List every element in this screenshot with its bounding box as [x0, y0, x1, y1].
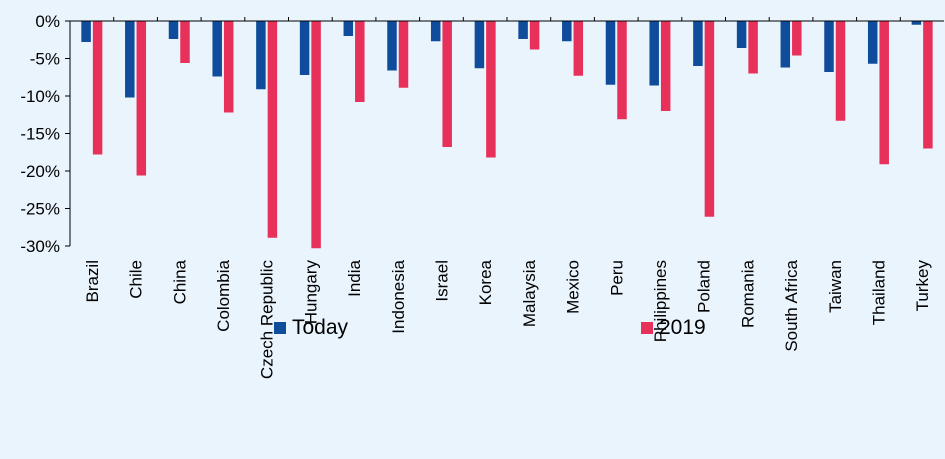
bar-2019-czech-republic: [267, 21, 278, 238]
bar-2019-turkey: [923, 21, 933, 149]
bar-2019-south-africa: [792, 21, 802, 56]
bar-today-israel: [430, 21, 441, 42]
category-label: Korea: [476, 259, 495, 305]
bar-today-india: [343, 21, 354, 36]
category-label: Romania: [738, 259, 757, 328]
y-tick-label: -20%: [20, 162, 60, 181]
bar-2019-colombia: [223, 21, 234, 113]
bar-today-taiwan: [824, 21, 834, 72]
bar-2019-hungary: [311, 21, 321, 249]
bar-today-thailand: [867, 21, 878, 64]
bar-2019-indonesia: [398, 21, 409, 88]
category-label: India: [345, 259, 364, 296]
y-tick-label: -25%: [20, 200, 60, 219]
category-label: Hungary: [301, 260, 320, 325]
bar-2019-taiwan: [835, 21, 846, 121]
bar-2019-peru: [617, 21, 627, 120]
category-label: Chile: [127, 260, 146, 299]
bar-today-indonesia: [387, 21, 397, 71]
bar-today-malaysia: [518, 21, 528, 39]
category-label: Czech Republic: [258, 260, 277, 380]
bar-2019-brazil: [92, 21, 103, 155]
bar-today-hungary: [299, 21, 310, 75]
series-2019-bars: [92, 21, 933, 249]
category-label: Mexico: [564, 260, 583, 314]
category-label: Israel: [432, 260, 451, 302]
category-label: Indonesia: [389, 259, 408, 333]
category-label: Brazil: [83, 260, 102, 303]
category-label: South Africa: [782, 259, 801, 351]
bar-today-turkey: [911, 21, 922, 25]
bar-today-colombia: [212, 21, 222, 77]
bar-2019-chile: [136, 21, 147, 176]
category-label: Thailand: [869, 260, 888, 325]
series-today-bars: [81, 21, 922, 98]
bar-today-korea: [474, 21, 485, 69]
y-tick-label: -5%: [30, 50, 60, 69]
x-axis: [70, 17, 944, 22]
y-tick-label: -30%: [20, 237, 60, 256]
bar-today-peru: [605, 21, 616, 85]
bar-2019-thailand: [879, 21, 889, 165]
bar-2019-romania: [748, 21, 758, 74]
category-label: Colombia: [214, 259, 233, 331]
bar-2019-india: [355, 21, 365, 102]
bar-today-brazil: [81, 21, 91, 42]
bar-2019-korea: [486, 21, 496, 158]
bar-2019-israel: [442, 21, 452, 147]
bar-today-romania: [736, 21, 747, 48]
bar-today-poland: [693, 21, 703, 66]
bar-2019-china: [180, 21, 190, 63]
bar-2019-malaysia: [529, 21, 540, 50]
category-label: Philippines: [651, 260, 670, 342]
category-labels: Brazil Chile China Colombia Czech Republic Hu…: [83, 259, 932, 379]
bar-today-south-africa: [780, 21, 791, 68]
category-label: Turkey: [913, 260, 932, 312]
bar-today-mexico: [562, 21, 572, 42]
bar-2019-mexico: [573, 21, 584, 76]
y-tick-label: 0%: [35, 12, 60, 31]
category-label: Taiwan: [826, 260, 845, 313]
bar-today-china: [168, 21, 179, 39]
bar-today-czech-republic: [256, 21, 266, 90]
category-label: Peru: [607, 260, 626, 296]
bar-today-philippines: [649, 21, 659, 86]
y-axis: 0% -5% -10% -15% -20% -25% -30%: [20, 12, 71, 256]
y-tick-label: -10%: [20, 87, 60, 106]
category-label: Malaysia: [520, 259, 539, 327]
bar-today-chile: [125, 21, 135, 98]
category-label: China: [170, 259, 189, 304]
y-tick-label: -15%: [20, 125, 60, 144]
bar-2019-poland: [704, 21, 715, 217]
category-label: Poland: [695, 260, 714, 313]
bar-2019-philippines: [660, 21, 671, 111]
